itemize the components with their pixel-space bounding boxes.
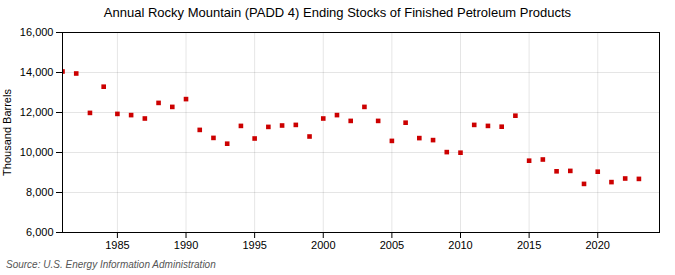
svg-text:1985: 1985 <box>105 239 129 251</box>
svg-text:14,000: 14,000 <box>20 66 54 78</box>
svg-text:1995: 1995 <box>242 239 266 251</box>
svg-text:10,000: 10,000 <box>20 146 54 158</box>
svg-text:2005: 2005 <box>380 239 404 251</box>
svg-text:6,000: 6,000 <box>26 226 54 238</box>
html-text:Annual Rocky Mountain (PADD 4): Annual Rocky Mountain (PADD 4) Ending St… <box>103 5 572 20</box>
svg-text:2010: 2010 <box>448 239 472 251</box>
svg-text:12,000: 12,000 <box>20 106 54 118</box>
svg-text:Thousand Barrels: Thousand Barrels <box>1 89 13 176</box>
svg-text:2020: 2020 <box>585 239 609 251</box>
svg-text:2000: 2000 <box>311 239 335 251</box>
svg-text:16,000: 16,000 <box>20 26 54 38</box>
svg-text:1990: 1990 <box>174 239 198 251</box>
svg-text:8,000: 8,000 <box>26 186 54 198</box>
svg-text:2015: 2015 <box>517 239 541 251</box>
html-text:Source: U.S. Energy Informatio: Source: U.S. Energy Information Administ… <box>6 259 216 270</box>
